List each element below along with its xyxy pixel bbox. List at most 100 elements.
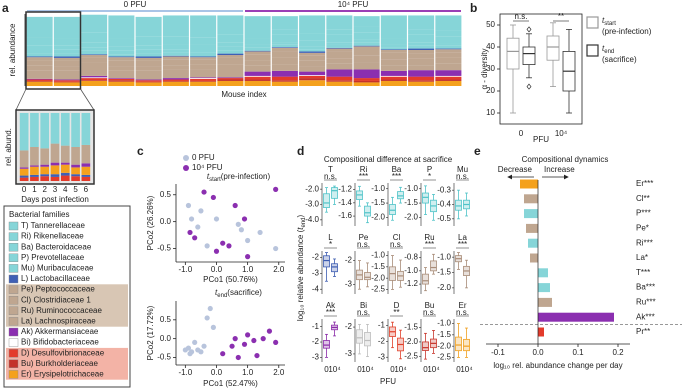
- bar-segment: [50, 165, 60, 175]
- bar-segment: [81, 80, 108, 81]
- point: [235, 221, 241, 227]
- x-tick-label: 0: [324, 365, 329, 374]
- bar-segment: [271, 47, 298, 48]
- direction-label: Decrease: [498, 165, 533, 174]
- chart-title-part: end: [217, 293, 227, 299]
- bar-segment: [190, 50, 217, 53]
- bar-segment: [326, 29, 353, 35]
- point: [207, 305, 213, 312]
- significance: **: [393, 308, 399, 317]
- bar-segment: [26, 70, 53, 79]
- bar-segment: [408, 29, 435, 35]
- legend-label: P) Prevotellaceae: [21, 253, 85, 262]
- box: [397, 191, 404, 200]
- legend-swatch: [8, 285, 19, 294]
- bar-segment: [435, 43, 462, 46]
- bar-segment: [53, 56, 80, 58]
- bar-segment: [244, 79, 271, 81]
- bar-segment: [244, 75, 271, 77]
- legend-label: Er) Erysipelotrichaceae: [21, 370, 104, 379]
- bar-segment: [217, 34, 244, 43]
- bar-segment: [26, 45, 53, 50]
- point: [187, 229, 193, 236]
- bar-segment: [60, 164, 70, 173]
- y-tick-label: -0.4: [437, 200, 451, 209]
- point: [195, 224, 201, 230]
- y-axis-label: log₁₀ relative abundance (tend): [296, 215, 306, 322]
- bar-segment: [353, 55, 380, 63]
- category-label: Ak***: [636, 312, 655, 321]
- bar-segment: [190, 64, 217, 70]
- bar-segment: [435, 75, 462, 77]
- bar-segment: [408, 48, 435, 50]
- point: [201, 343, 207, 349]
- bar-segment: [108, 70, 135, 79]
- y-tick-label: -4: [312, 284, 320, 293]
- significance: n.s.: [423, 308, 436, 317]
- bar-segment: [71, 174, 80, 177]
- y-tick-label: -3: [312, 268, 320, 277]
- y-tick-label: -3: [345, 349, 353, 358]
- bar-segment: [326, 34, 353, 43]
- bar-segment: [108, 46, 135, 51]
- point: [220, 240, 226, 246]
- bar-segment: [135, 80, 162, 82]
- bar-segment: [435, 63, 462, 71]
- chart-title-part: t: [215, 288, 218, 297]
- y-tick-label: 0.5: [160, 190, 172, 199]
- point: [241, 216, 248, 222]
- significance: *: [329, 240, 332, 249]
- x-tick-label: -1.0: [178, 368, 192, 377]
- bar-segment: [380, 52, 407, 60]
- bar-segment: [40, 164, 50, 167]
- panel-letter: c: [137, 144, 144, 158]
- bar-segment: [271, 16, 298, 30]
- bar-segment: [81, 68, 108, 76]
- panel-letter: b: [470, 1, 477, 15]
- bar-segment: [26, 53, 53, 57]
- bar-segment: [326, 81, 353, 86]
- legend-label: Bi) Bifidobacteriaceae: [21, 338, 99, 347]
- bar-segment: [271, 64, 298, 71]
- box: [323, 193, 330, 208]
- y-tick-label: -2.0: [404, 213, 418, 222]
- y-tick-label: -1.0: [404, 266, 418, 275]
- bar-segment: [19, 113, 29, 151]
- bar-segment: [81, 54, 108, 56]
- legend-label: D) Desulfovibrionaceae: [21, 348, 105, 357]
- bar-segment: [81, 144, 91, 164]
- bar-segment: [26, 56, 53, 58]
- bar-segment: [217, 64, 244, 68]
- bar-segment: [435, 79, 462, 81]
- bar-segment: [50, 176, 60, 181]
- legend-label: Mu) Muribaculaceae: [21, 264, 94, 273]
- x-tick-label: 2.0: [273, 368, 285, 377]
- bar-segment: [81, 47, 108, 51]
- bar-segment: [271, 34, 298, 43]
- subplot-name: Er: [459, 301, 467, 310]
- bar-segment: [299, 40, 326, 47]
- bar-segment: [162, 15, 189, 37]
- y-tick-label: -1.5: [437, 268, 451, 277]
- y-tick-label: -2.5: [371, 285, 385, 294]
- chart-title: tstart(pre-infection): [207, 172, 271, 182]
- bar-segment: [81, 75, 108, 78]
- point: [220, 351, 226, 357]
- bar-segment: [26, 80, 53, 82]
- bar-segment: [50, 162, 60, 166]
- bar-segment: [271, 70, 298, 77]
- bar-segment: [162, 36, 189, 45]
- subplot-name: Ru: [424, 233, 434, 242]
- bar-segment: [53, 45, 80, 50]
- bar-segment: [30, 174, 39, 177]
- bar-segment: [162, 49, 189, 53]
- bar-segment: [271, 81, 298, 86]
- bar-segment: [40, 166, 50, 175]
- bar-segment: [217, 46, 244, 51]
- box: [455, 199, 462, 211]
- bar-segment: [162, 59, 189, 66]
- bar-segment: [108, 81, 135, 86]
- bar-segment: [408, 81, 435, 86]
- legend-label: Cl) Clostridiaceae 1: [21, 295, 91, 304]
- bar-segment: [299, 75, 326, 79]
